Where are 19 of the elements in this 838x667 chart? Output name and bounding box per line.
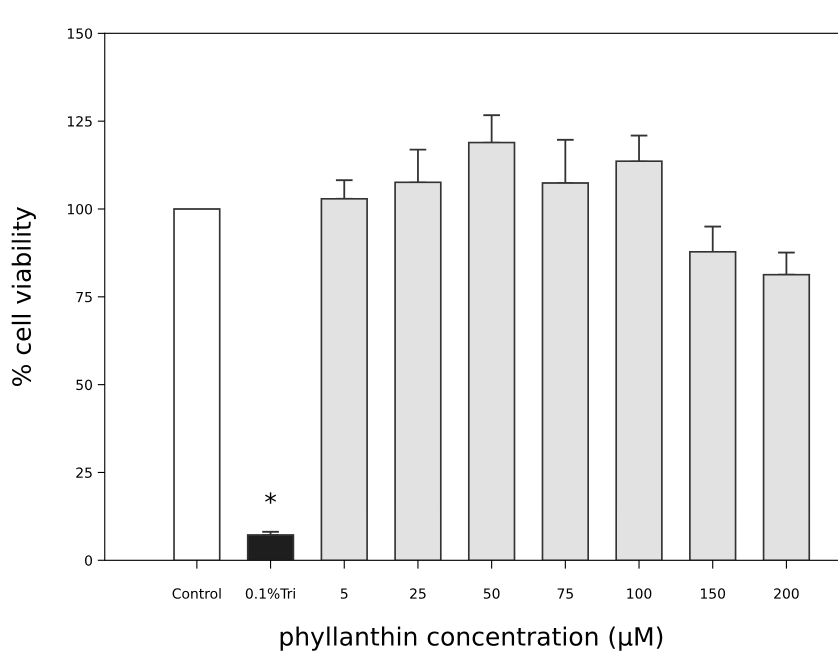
y-tick-label: 75 bbox=[76, 292, 92, 302]
y-tick-label: 100 bbox=[68, 204, 92, 214]
x-tick-label: Control bbox=[172, 588, 221, 599]
x-tick-label: 150 bbox=[700, 588, 726, 599]
x-axis-title: phyllanthin concentration (µM) bbox=[280, 626, 662, 651]
x-tick-label: 200 bbox=[774, 588, 799, 599]
y-tick-label: 0 bbox=[85, 555, 92, 566]
y-tick-label: 25 bbox=[76, 467, 92, 478]
y-tick-label: 125 bbox=[68, 116, 92, 127]
annotation: * bbox=[265, 492, 276, 504]
x-tick-label: 25 bbox=[410, 588, 426, 599]
x-tick-label: 50 bbox=[484, 588, 500, 599]
y-tick-label: 50 bbox=[76, 380, 92, 390]
x-tick-label: 0.1%Tri bbox=[246, 588, 295, 599]
y-tick-label: 150 bbox=[68, 28, 92, 39]
x-tick-label: 75 bbox=[558, 588, 573, 599]
y-axis-title: % cell viability bbox=[12, 207, 36, 386]
x-tick-label: 100 bbox=[627, 588, 652, 599]
x-tick-label: 5 bbox=[340, 588, 348, 599]
